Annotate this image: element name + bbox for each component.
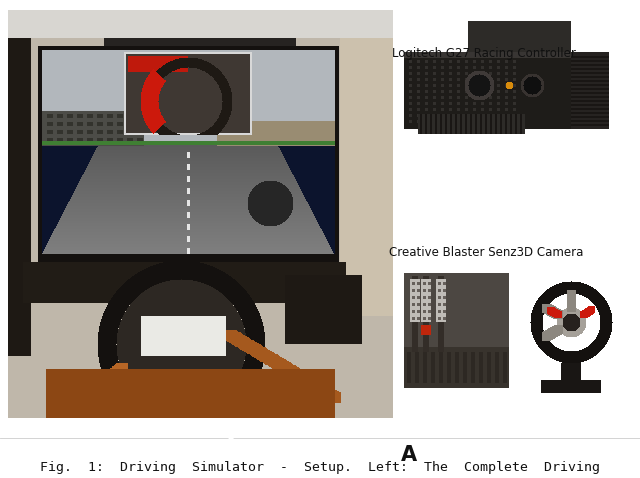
Text: Creative Blaster Senz3D Camera: Creative Blaster Senz3D Camera <box>389 246 583 259</box>
Text: A: A <box>401 445 417 465</box>
Text: A: A <box>223 438 239 458</box>
Text: Fig.  1:  Driving  Simulator  -  Setup.  Left:  The  Complete  Driving: Fig. 1: Driving Simulator - Setup. Left:… <box>40 461 600 475</box>
Text: Logitech G27 Racing Controller: Logitech G27 Racing Controller <box>392 46 576 59</box>
